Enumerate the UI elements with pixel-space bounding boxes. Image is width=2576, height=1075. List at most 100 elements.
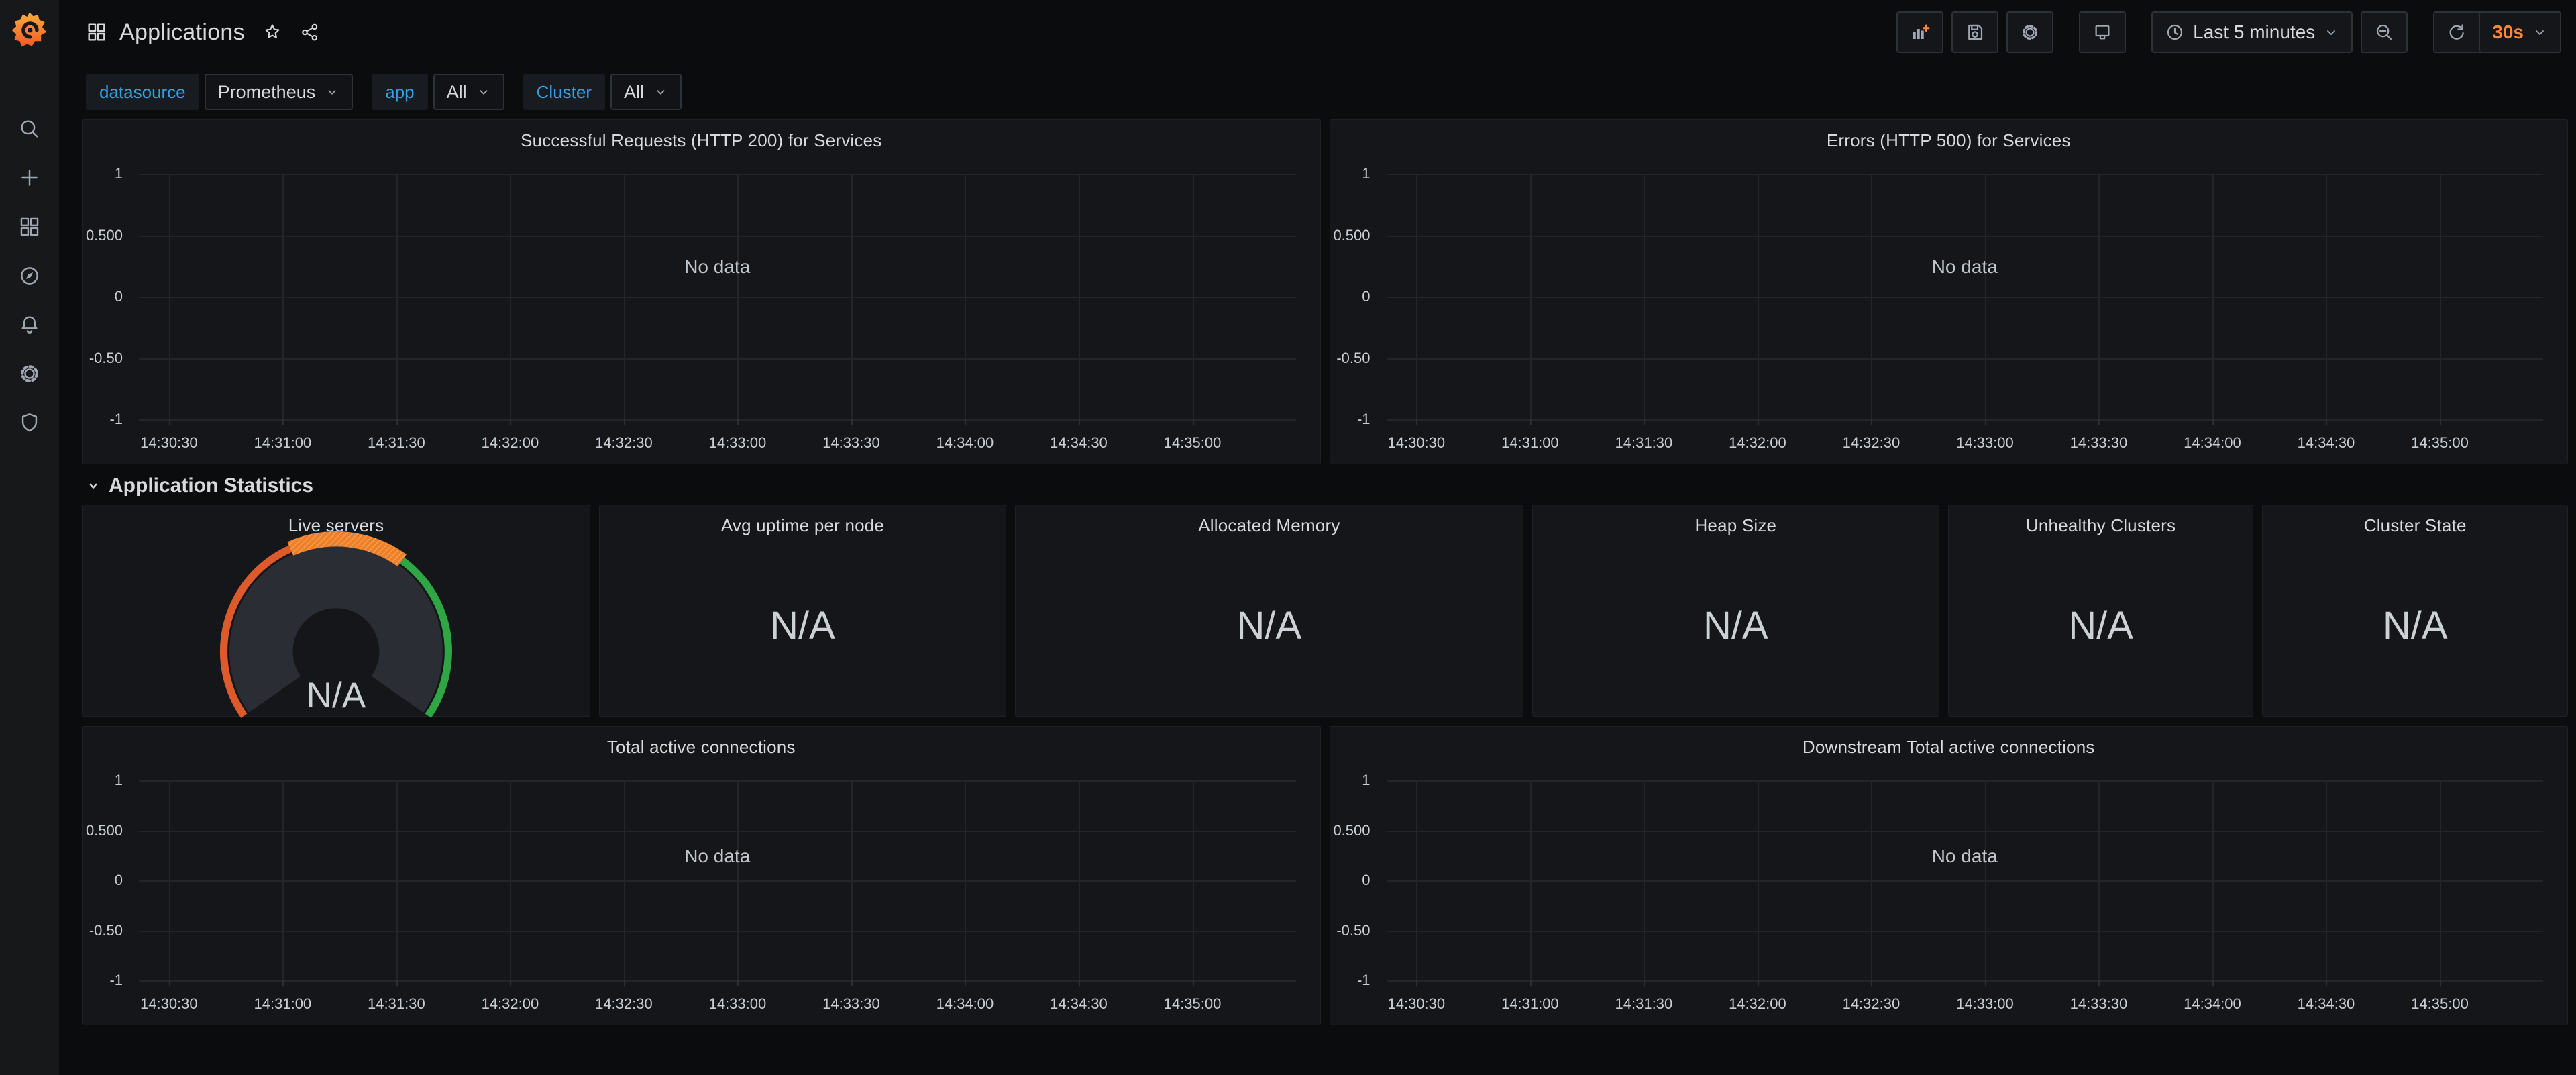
- cycle-view-mode-button[interactable]: [2079, 11, 2127, 53]
- x-tick-label: 14:34:30: [2297, 995, 2355, 1012]
- x-axis: 14:30:30 14:31:00 14:31:30 14:32:00 14:32:30…: [1387, 995, 2544, 1015]
- stat-value: N/A: [2068, 603, 2133, 648]
- search-icon[interactable]: [15, 117, 44, 141]
- x-tick-label: 14:33:30: [822, 434, 880, 451]
- x-tick-label: 14:34:00: [936, 995, 994, 1012]
- x-tick-label: 14:32:00: [1729, 434, 1786, 451]
- stat-value: N/A: [2382, 603, 2448, 648]
- gauge-segment-red: [220, 545, 292, 718]
- variable-value: All: [446, 81, 467, 102]
- dashboards-icon[interactable]: [15, 215, 44, 239]
- x-tick-label: 14:34:00: [936, 434, 994, 451]
- x-tick-label: 14:34:30: [1050, 434, 1108, 451]
- x-tick-label: 14:31:30: [1615, 995, 1673, 1012]
- stat-value: N/A: [1236, 603, 1302, 648]
- refresh-group: 30s: [2433, 11, 2561, 53]
- panel-title-menu[interactable]: Avg uptime per node: [600, 505, 1006, 546]
- panel-heap-size: Heap Size N/A: [1532, 505, 1939, 717]
- v-gridline: [1078, 780, 1080, 986]
- panel-errors: Errors (HTTP 500) for Services 1 0.500 0 -0…: [1329, 119, 2568, 464]
- template-variables-bar: datasource Prometheus app All Cluster Al…: [59, 64, 2576, 117]
- x-tick-label: 14:30:30: [1387, 434, 1446, 451]
- x-axis: 14:30:30 14:31:00 14:31:30 14:32:00 14:32:30…: [1387, 434, 2544, 454]
- cluster-select[interactable]: All: [610, 74, 682, 110]
- v-gridline: [737, 174, 739, 425]
- panel-title: Downstream Total active connections: [1802, 736, 2095, 757]
- x-tick-label: 14:33:30: [2070, 995, 2128, 1012]
- server-admin-shield-icon[interactable]: [15, 411, 44, 435]
- stat-value: N/A: [1703, 603, 1768, 648]
- row-application-statistics[interactable]: Application Statistics: [82, 468, 2568, 503]
- x-tick-label: 14:33:00: [1956, 995, 2014, 1012]
- y-tick-label: 0: [114, 872, 123, 888]
- v-gridline: [168, 780, 170, 986]
- graph-plot-area[interactable]: No data: [1386, 780, 2543, 986]
- create-plus-icon[interactable]: [15, 166, 44, 190]
- refresh-interval-label: 30s: [2492, 21, 2524, 42]
- panel-title: Total active connections: [606, 736, 796, 757]
- x-tick-label: 14:31:00: [1501, 434, 1559, 451]
- panel-title-menu[interactable]: Successful Requests (HTTP 200) for Servi…: [83, 120, 1320, 160]
- v-gridline: [396, 174, 398, 425]
- v-gridline: [510, 174, 512, 425]
- zoom-out-button[interactable]: [2361, 11, 2408, 53]
- graph-plot-area[interactable]: No data: [139, 780, 1296, 986]
- chevron-down-icon: [2323, 24, 2339, 40]
- panel-title-menu[interactable]: Heap Size: [1533, 505, 1939, 546]
- h-gridline: [139, 358, 1296, 360]
- variable-label: Cluster: [523, 74, 605, 110]
- panel-title: Allocated Memory: [1198, 515, 1340, 535]
- x-tick-label: 14:35:00: [1163, 434, 1222, 451]
- x-tick-label: 14:33:00: [708, 995, 767, 1012]
- h-gridline: [1386, 358, 2543, 360]
- panel-title-menu[interactable]: Unhealthy Clusters: [1949, 505, 2253, 546]
- graph-plot-area[interactable]: No data: [139, 174, 1296, 425]
- time-range-picker[interactable]: Last 5 minutes: [2151, 11, 2353, 53]
- gauge-segment-green: [400, 557, 453, 718]
- y-tick-label: 1: [1362, 165, 1371, 182]
- add-panel-button[interactable]: [1896, 11, 1944, 53]
- panel-title-menu[interactable]: Cluster State: [2263, 505, 2567, 546]
- x-tick-label: 14:33:00: [1956, 434, 2014, 451]
- x-tick-label: 14:33:00: [708, 434, 767, 451]
- v-gridline: [851, 780, 853, 986]
- panel-title-menu[interactable]: Total active connections: [83, 727, 1320, 767]
- datasource-select[interactable]: Prometheus: [204, 74, 354, 110]
- y-tick-label: 0.500: [85, 226, 123, 244]
- dashboard-settings-button[interactable]: [2006, 11, 2054, 53]
- refresh-interval-picker[interactable]: 30s: [2479, 13, 2560, 52]
- panel-title-menu[interactable]: Allocated Memory: [1016, 505, 1523, 546]
- graph-plot-area[interactable]: No data: [1386, 174, 2543, 425]
- app-select[interactable]: All: [433, 74, 504, 110]
- panel-title-menu[interactable]: Errors (HTTP 500) for Services: [1330, 120, 2568, 160]
- row-header-label: Application Statistics: [109, 474, 314, 497]
- x-tick-label: 14:32:00: [481, 995, 539, 1012]
- star-icon[interactable]: [262, 22, 282, 42]
- v-gridline: [2440, 174, 2441, 425]
- save-dashboard-button[interactable]: [1951, 11, 1999, 53]
- h-gridline: [139, 880, 1296, 882]
- y-axis: 1 0.500 0 -0.50 -1: [83, 772, 131, 988]
- v-gridline: [1871, 780, 1873, 986]
- share-icon[interactable]: [300, 22, 320, 42]
- panel-title-menu[interactable]: Downstream Total active connections: [1330, 727, 2568, 767]
- x-tick-label: 14:34:00: [2184, 434, 2241, 451]
- grafana-logo[interactable]: [0, 0, 59, 59]
- alerting-bell-icon[interactable]: [15, 313, 44, 337]
- x-tick-label: 14:32:30: [1842, 434, 1900, 451]
- chevron-down-icon: [2532, 24, 2548, 40]
- panel-avg-uptime: Avg uptime per node N/A: [599, 505, 1006, 717]
- refresh-button[interactable]: [2434, 13, 2479, 52]
- x-tick-label: 14:32:00: [1729, 995, 1786, 1012]
- v-gridline: [2440, 780, 2441, 986]
- v-gridline: [282, 780, 284, 986]
- y-tick-label: 0.500: [1333, 821, 1371, 839]
- x-tick-label: 14:35:00: [1163, 995, 1222, 1012]
- x-tick-label: 14:31:30: [368, 434, 425, 451]
- variable-label: app: [372, 74, 428, 110]
- explore-compass-icon[interactable]: [15, 264, 44, 288]
- configuration-gear-icon[interactable]: [15, 362, 44, 386]
- h-gridline: [139, 780, 1296, 782]
- x-tick-label: 14:30:30: [140, 434, 198, 451]
- x-tick-label: 14:34:30: [2297, 434, 2355, 451]
